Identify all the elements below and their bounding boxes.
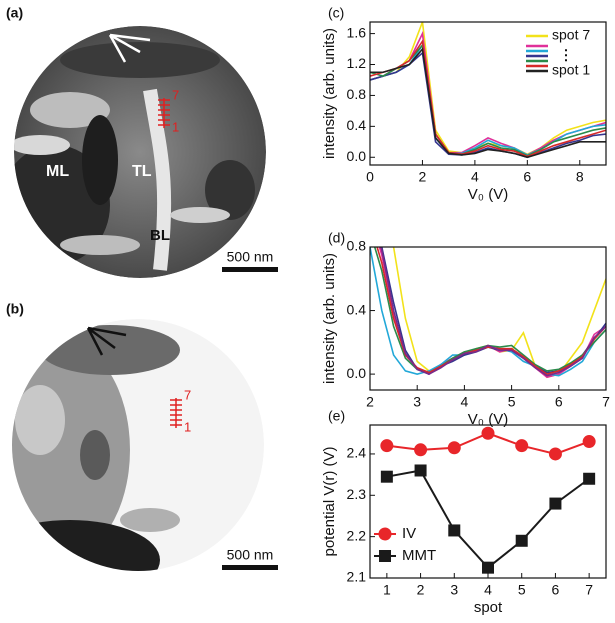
legend-label: spot 7 — [552, 27, 590, 43]
spot-marks — [158, 98, 170, 128]
spot-marks — [170, 398, 182, 428]
legend-label: spot 1 — [552, 62, 590, 78]
spot-label: 7 — [172, 87, 179, 102]
y-tick-label: 2.3 — [347, 486, 367, 502]
legend-marker — [379, 550, 391, 562]
y-tick-label: 0.4 — [347, 117, 367, 133]
marker — [380, 439, 394, 453]
scale-bar — [222, 565, 278, 570]
arrows — [86, 326, 127, 356]
y-tick-label: 2.4 — [347, 445, 367, 461]
x-tick-label: 4 — [471, 169, 479, 185]
x-tick-label: 7 — [585, 582, 593, 598]
marker — [482, 561, 494, 574]
y-tick-label: 1.2 — [347, 55, 367, 71]
x-tick-label: 0 — [366, 169, 374, 185]
marker — [448, 524, 461, 537]
panel-label: (d) — [328, 230, 345, 246]
scale-bar-label: 500 nm — [227, 249, 274, 265]
marker — [548, 447, 562, 461]
image-a: (a) 7 1 ML TL BL 500 nm — [6, 5, 278, 278]
y-tick-label: 0.0 — [347, 365, 367, 381]
x-tick-label: 4 — [461, 394, 469, 410]
arrows — [108, 33, 151, 63]
y-axis-label: intensity (arb. units) — [321, 253, 338, 384]
x-axis-label: V₀ (V) — [468, 186, 508, 203]
marker — [549, 497, 562, 510]
plot-area — [370, 22, 606, 159]
axes-frame — [369, 21, 607, 166]
panel-label: (c) — [328, 5, 344, 21]
x-tick-label: 6 — [552, 582, 560, 598]
axes-frame — [369, 246, 607, 391]
micrograph — [14, 26, 266, 278]
legend-label: MMT — [402, 547, 436, 564]
y-tick-label: 0.8 — [347, 86, 367, 102]
x-tick-label: 2 — [417, 582, 425, 598]
y-tick-label: 1.6 — [347, 24, 367, 40]
spot-label: 1 — [172, 119, 179, 134]
x-tick-label: 3 — [413, 394, 421, 410]
y-tick-label: 2.2 — [347, 527, 367, 543]
panel-label: (e) — [328, 408, 345, 424]
x-tick-label: 8 — [576, 169, 584, 185]
marker — [414, 464, 427, 477]
image-b: (b) 7 1 500 nm — [6, 301, 278, 571]
x-tick-label: 5 — [508, 394, 516, 410]
scale-bar-label: 500 nm — [227, 547, 274, 563]
legend-label: IV — [402, 525, 416, 542]
x-tick-label: 2 — [419, 169, 427, 185]
series-line — [379, 247, 606, 377]
y-axis-label: potential V(r) (V) — [321, 446, 338, 556]
marker — [515, 534, 528, 547]
micrograph — [12, 319, 264, 571]
x-tick-label: 6 — [555, 394, 563, 410]
spot-label: 7 — [184, 387, 191, 402]
y-axis-label: intensity (arb. units) — [321, 28, 338, 159]
series-line — [370, 39, 606, 158]
panel-label: (b) — [6, 301, 24, 317]
x-tick-label: 4 — [484, 582, 492, 598]
series-line — [380, 247, 606, 376]
marker — [481, 426, 495, 440]
legend-separator: ⋮ — [559, 47, 573, 63]
marker — [515, 439, 529, 453]
x-axis-label: V₀ (V) — [468, 411, 508, 428]
plot-area — [370, 247, 606, 379]
region-label: ML — [46, 163, 69, 180]
marker — [447, 441, 461, 455]
x-tick-label: 6 — [523, 169, 531, 185]
scale-bar — [222, 267, 278, 272]
x-tick-label: 1 — [383, 582, 391, 598]
marker — [583, 472, 596, 485]
x-tick-label: 2 — [366, 394, 374, 410]
y-tick-label: 0.8 — [347, 238, 367, 254]
legend-marker — [378, 527, 392, 541]
panel-label: (a) — [6, 5, 23, 21]
y-tick-label: 2.1 — [347, 569, 367, 585]
marker — [582, 435, 596, 449]
marker — [414, 443, 428, 457]
region-label: BL — [150, 227, 170, 244]
region-label: TL — [132, 163, 152, 180]
x-tick-label: 7 — [602, 394, 610, 410]
x-tick-label: 5 — [518, 582, 526, 598]
x-axis-label: spot — [474, 599, 503, 616]
y-tick-label: 0.4 — [347, 301, 367, 317]
x-tick-label: 3 — [450, 582, 458, 598]
spot-label: 1 — [184, 419, 191, 434]
series-line — [370, 47, 606, 159]
marker — [380, 470, 393, 483]
y-tick-label: 0.0 — [347, 148, 367, 164]
